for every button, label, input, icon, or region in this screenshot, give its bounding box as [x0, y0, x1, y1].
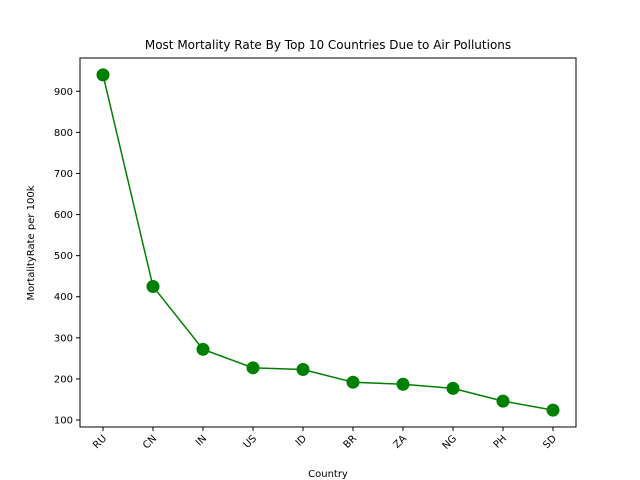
y-tick-label: 800 — [54, 128, 73, 139]
y-tick-label: 700 — [54, 169, 73, 180]
data-point-sd — [546, 403, 560, 417]
data-point-id — [296, 362, 310, 376]
data-point-ng — [446, 381, 460, 395]
x-tick-label: BR — [342, 433, 360, 451]
data-point-ph — [496, 394, 510, 408]
data-point-cn — [146, 279, 160, 293]
data-point-us — [246, 361, 260, 375]
x-tick-label: CN — [141, 433, 159, 451]
x-axis: RU CN IN US ID BR ZA NG PH SD — [91, 427, 559, 452]
data-point-za — [396, 377, 410, 391]
y-tick-label: 600 — [54, 210, 73, 221]
x-tick-label: PH — [492, 433, 509, 450]
x-tick-label: RU — [91, 433, 109, 451]
y-tick-label: 100 — [54, 416, 73, 427]
x-tick-label: US — [242, 433, 259, 450]
y-tick-label: 500 — [54, 251, 73, 262]
x-tick-label: ZA — [392, 433, 410, 451]
y-tick-label: 300 — [54, 333, 73, 344]
data-point-in — [196, 342, 210, 356]
x-axis-title: Country — [308, 469, 348, 480]
data-point-br — [346, 375, 360, 389]
x-tick-label: ID — [294, 433, 310, 449]
y-tick-label: 200 — [54, 374, 73, 385]
x-tick-label: NG — [441, 433, 460, 452]
y-tick-label: 400 — [54, 292, 73, 303]
plot-area — [96, 68, 560, 417]
series-line — [102, 74, 554, 411]
x-tick-label: IN — [194, 433, 209, 448]
plot-frame — [79, 57, 577, 428]
y-axis: 100 200 300 400 500 600 700 800 900 — [54, 87, 80, 427]
data-point-ru — [96, 68, 110, 82]
y-axis-title: MortalityRate per 100k — [26, 185, 37, 300]
x-tick-label: SD — [541, 433, 559, 451]
y-tick-label: 900 — [54, 87, 73, 98]
chart-title: Most Mortality Rate By Top 10 Countries … — [145, 38, 511, 52]
